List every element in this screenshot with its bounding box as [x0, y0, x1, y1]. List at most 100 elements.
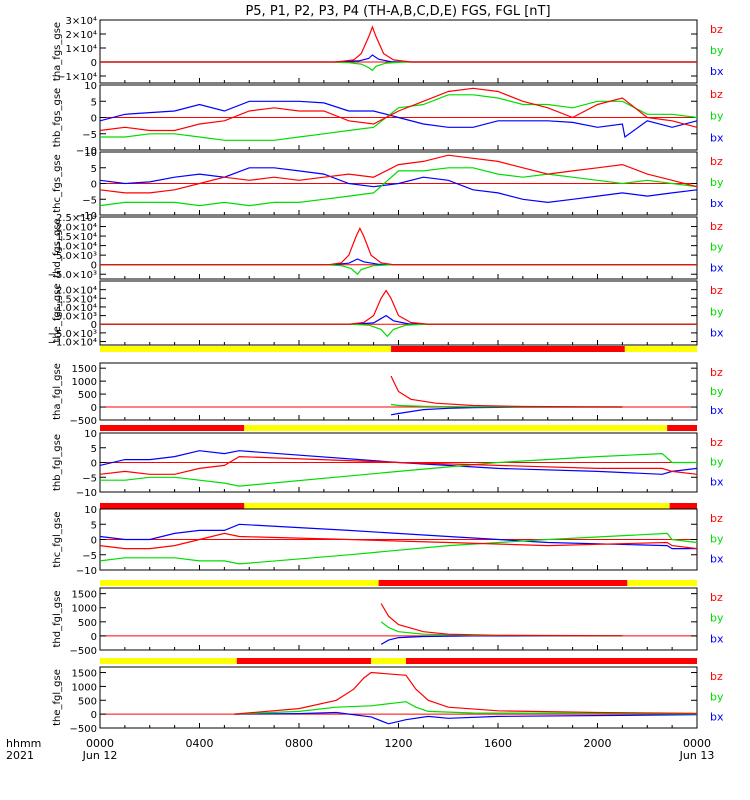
mode-bar-segment-1	[391, 346, 625, 352]
legend-entry-by: by	[710, 305, 724, 318]
legend-entry-by: by	[710, 456, 724, 469]
y-tick-label: −5	[82, 130, 97, 141]
series-line-bx	[99, 523, 697, 550]
panel-the_fgs_gse: 2.0×10⁴1.5×10⁴1.0×10⁴5.0×10³0−5.0×10³−1.…	[48, 280, 724, 349]
y-tick-label: 5	[91, 164, 97, 175]
series-line-bx	[99, 167, 698, 204]
series-line-bz	[99, 532, 698, 550]
y-tick-label: 10	[84, 429, 97, 440]
y-axis-label: thb_fgl_gse	[52, 434, 63, 491]
series-line-bx	[380, 635, 623, 645]
legend-entry-bx: bx	[710, 475, 724, 488]
panel-thc_fgs_gse: 10 5 0 −5 −10 thc_fgs_gse bz by bx	[52, 148, 724, 222]
y-tick-label: −1×10⁴	[57, 72, 97, 83]
y-tick-label: 5.0×10³	[56, 312, 97, 323]
y-tick-label: 0	[91, 536, 97, 547]
y-tick-label: 1.5×10⁴	[56, 294, 97, 305]
x-tick-label: 0000	[683, 737, 711, 750]
y-tick-label: 5	[91, 520, 97, 531]
series-line-bx	[100, 314, 697, 325]
legend-entry-bx: bx	[710, 131, 724, 144]
x-tick-label: 2000	[584, 737, 612, 750]
y-tick-label: −500	[70, 724, 97, 735]
legend-entry-bz: bz	[710, 284, 723, 297]
series-line-by	[100, 264, 697, 276]
legend-entry-bz: bz	[710, 436, 723, 449]
panel-thd_fgs_gse: 2.5×10⁴2.0×10⁴1.5×10⁴1.0×10⁴5.0×10³0−5.0…	[48, 213, 724, 281]
panel-thc_fgl_gse: 10 5 0 −5 −10 thc_fgl_gse bz by bx	[52, 503, 724, 577]
panel-thb_fgl_gse: 10 5 0 −5 −10 thb_fgl_gse bz by bx	[52, 425, 724, 499]
mode-bar-segment-0	[100, 503, 245, 509]
series-line-bz	[99, 455, 698, 475]
y-tick-label: 1.5×10⁴	[56, 232, 97, 243]
y-tick-label: −500	[70, 646, 97, 657]
series-line-bz	[100, 227, 697, 266]
series-line-by	[100, 94, 698, 141]
legend-entry-by: by	[710, 176, 724, 189]
mode-bar-segment-2	[667, 425, 697, 431]
y-tick-label: 5.0×10³	[56, 251, 97, 262]
series-line-by	[100, 323, 697, 338]
y-tick-label: 0	[91, 180, 97, 191]
series-line-by	[100, 452, 697, 487]
mode-bar-segment-0	[100, 346, 392, 352]
x-tick-label: 1600	[484, 737, 512, 750]
y-tick-label: 1.0×10⁴	[56, 242, 97, 253]
y-tick-label: 0	[91, 114, 97, 125]
series-line-by	[234, 701, 698, 715]
legend-entry-bz: bz	[710, 512, 723, 525]
y-tick-label: 1500	[72, 669, 97, 680]
panel-frame	[99, 19, 698, 84]
y-tick-label: 0	[91, 58, 97, 69]
panel-frame	[99, 587, 698, 651]
mode-bar-segment-2	[624, 346, 697, 352]
mode-bar-segment-1	[378, 580, 628, 586]
mode-bar-segment-1	[236, 658, 372, 664]
mode-bar-segment-0	[100, 580, 379, 586]
y-tick-label: 10	[84, 505, 97, 516]
y-tick-label: 0	[91, 632, 97, 643]
y-tick-label: 0	[91, 459, 97, 470]
time-axis-label-year: 2021	[6, 749, 34, 762]
series-line-by	[380, 621, 623, 637]
series-line-bz	[234, 671, 698, 715]
series-line-bx	[99, 450, 698, 475]
x-tick-label: 0000	[86, 737, 114, 750]
legend-entry-by: by	[710, 110, 724, 123]
y-axis-label: the_fgl_gse	[52, 669, 63, 726]
y-tick-label: 1000	[72, 604, 97, 615]
legend-entry-bx: bx	[710, 327, 724, 340]
y-tick-label: −500	[70, 416, 97, 427]
y-tick-label: 2×10⁴	[66, 30, 97, 41]
x-tick-date-label: Jun 12	[82, 749, 118, 762]
legend-entry-bz: bz	[710, 220, 723, 233]
y-tick-label: −5	[82, 551, 97, 562]
y-tick-label: −10	[76, 488, 97, 499]
y-tick-label: 2.0×10⁴	[56, 223, 97, 234]
y-tick-label: 1000	[72, 682, 97, 693]
series-line-by	[99, 532, 698, 565]
series-line-bz	[380, 603, 623, 637]
y-tick-label: −5	[82, 195, 97, 206]
mode-bar-segment-1	[244, 425, 668, 431]
time-axis-label-hhmm: hhmm	[6, 737, 41, 750]
series-line-by	[100, 61, 697, 72]
series-line-bz	[100, 25, 697, 63]
series-line-bx	[234, 711, 698, 725]
legend-entry-bz: bz	[710, 366, 723, 379]
panel-frame	[99, 666, 698, 729]
panel-thb_fgs_gse: 10 5 0 −5 −10 thb_fgs_gse bz by bx	[52, 81, 724, 157]
y-tick-label: −1.0×10⁴	[48, 338, 97, 349]
y-tick-label: −10	[76, 146, 97, 157]
y-tick-label: 500	[78, 618, 97, 629]
legend-entry-bx: bx	[710, 197, 724, 210]
series-line-bx	[99, 100, 698, 139]
y-axis-label: thc_fgl_gse	[52, 511, 63, 567]
x-tick-label: 0800	[285, 737, 313, 750]
mode-bar-segment-1	[244, 503, 670, 509]
y-tick-label: −5	[82, 473, 97, 484]
